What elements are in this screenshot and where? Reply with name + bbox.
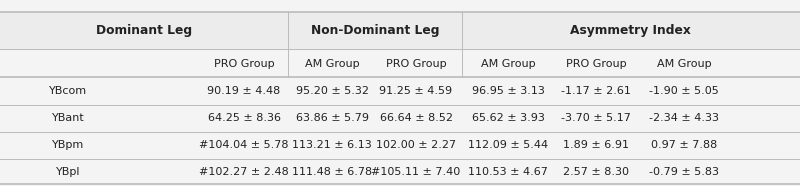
Text: 102.00 ± 2.27: 102.00 ± 2.27 <box>376 140 456 150</box>
Text: AM Group: AM Group <box>305 59 359 69</box>
Text: PRO Group: PRO Group <box>214 59 274 69</box>
Text: -2.34 ± 4.33: -2.34 ± 4.33 <box>649 113 719 123</box>
Text: 65.62 ± 3.93: 65.62 ± 3.93 <box>471 113 545 123</box>
Text: #104.04 ± 5.78: #104.04 ± 5.78 <box>199 140 289 150</box>
Text: PRO Group: PRO Group <box>566 59 626 69</box>
Text: 90.19 ± 4.48: 90.19 ± 4.48 <box>207 86 281 96</box>
Text: 96.95 ± 3.13: 96.95 ± 3.13 <box>471 86 545 96</box>
Text: 1.89 ± 6.91: 1.89 ± 6.91 <box>563 140 629 150</box>
Text: Non-Dominant Leg: Non-Dominant Leg <box>310 24 439 37</box>
Text: 0.97 ± 7.88: 0.97 ± 7.88 <box>651 140 717 150</box>
Text: Asymmetry Index: Asymmetry Index <box>570 24 691 37</box>
Text: 64.25 ± 8.36: 64.25 ± 8.36 <box>207 113 281 123</box>
Text: YBpl: YBpl <box>56 167 80 177</box>
Text: 113.21 ± 6.13: 113.21 ± 6.13 <box>292 140 372 150</box>
Text: -1.17 ± 2.61: -1.17 ± 2.61 <box>561 86 631 96</box>
Text: PRO Group: PRO Group <box>386 59 446 69</box>
Text: -1.90 ± 5.05: -1.90 ± 5.05 <box>649 86 719 96</box>
Text: -3.70 ± 5.17: -3.70 ± 5.17 <box>561 113 631 123</box>
Text: AM Group: AM Group <box>657 59 711 69</box>
Text: 91.25 ± 4.59: 91.25 ± 4.59 <box>379 86 453 96</box>
Text: 2.57 ± 8.30: 2.57 ± 8.30 <box>563 167 629 177</box>
Text: YBpm: YBpm <box>52 140 84 150</box>
Text: 63.86 ± 5.79: 63.86 ± 5.79 <box>295 113 369 123</box>
Text: 110.53 ± 4.67: 110.53 ± 4.67 <box>468 167 548 177</box>
Text: Dominant Leg: Dominant Leg <box>96 24 192 37</box>
Bar <box>0 12 800 49</box>
Text: AM Group: AM Group <box>481 59 535 69</box>
Text: YBant: YBant <box>52 113 84 123</box>
Text: #105.11 ± 7.40: #105.11 ± 7.40 <box>371 167 461 177</box>
Text: YBcom: YBcom <box>49 86 87 96</box>
Text: 95.20 ± 5.32: 95.20 ± 5.32 <box>295 86 369 96</box>
Text: 112.09 ± 5.44: 112.09 ± 5.44 <box>468 140 548 150</box>
Text: 66.64 ± 8.52: 66.64 ± 8.52 <box>379 113 453 123</box>
Text: -0.79 ± 5.83: -0.79 ± 5.83 <box>649 167 719 177</box>
Text: 111.48 ± 6.78: 111.48 ± 6.78 <box>292 167 372 177</box>
Text: #102.27 ± 2.48: #102.27 ± 2.48 <box>199 167 289 177</box>
